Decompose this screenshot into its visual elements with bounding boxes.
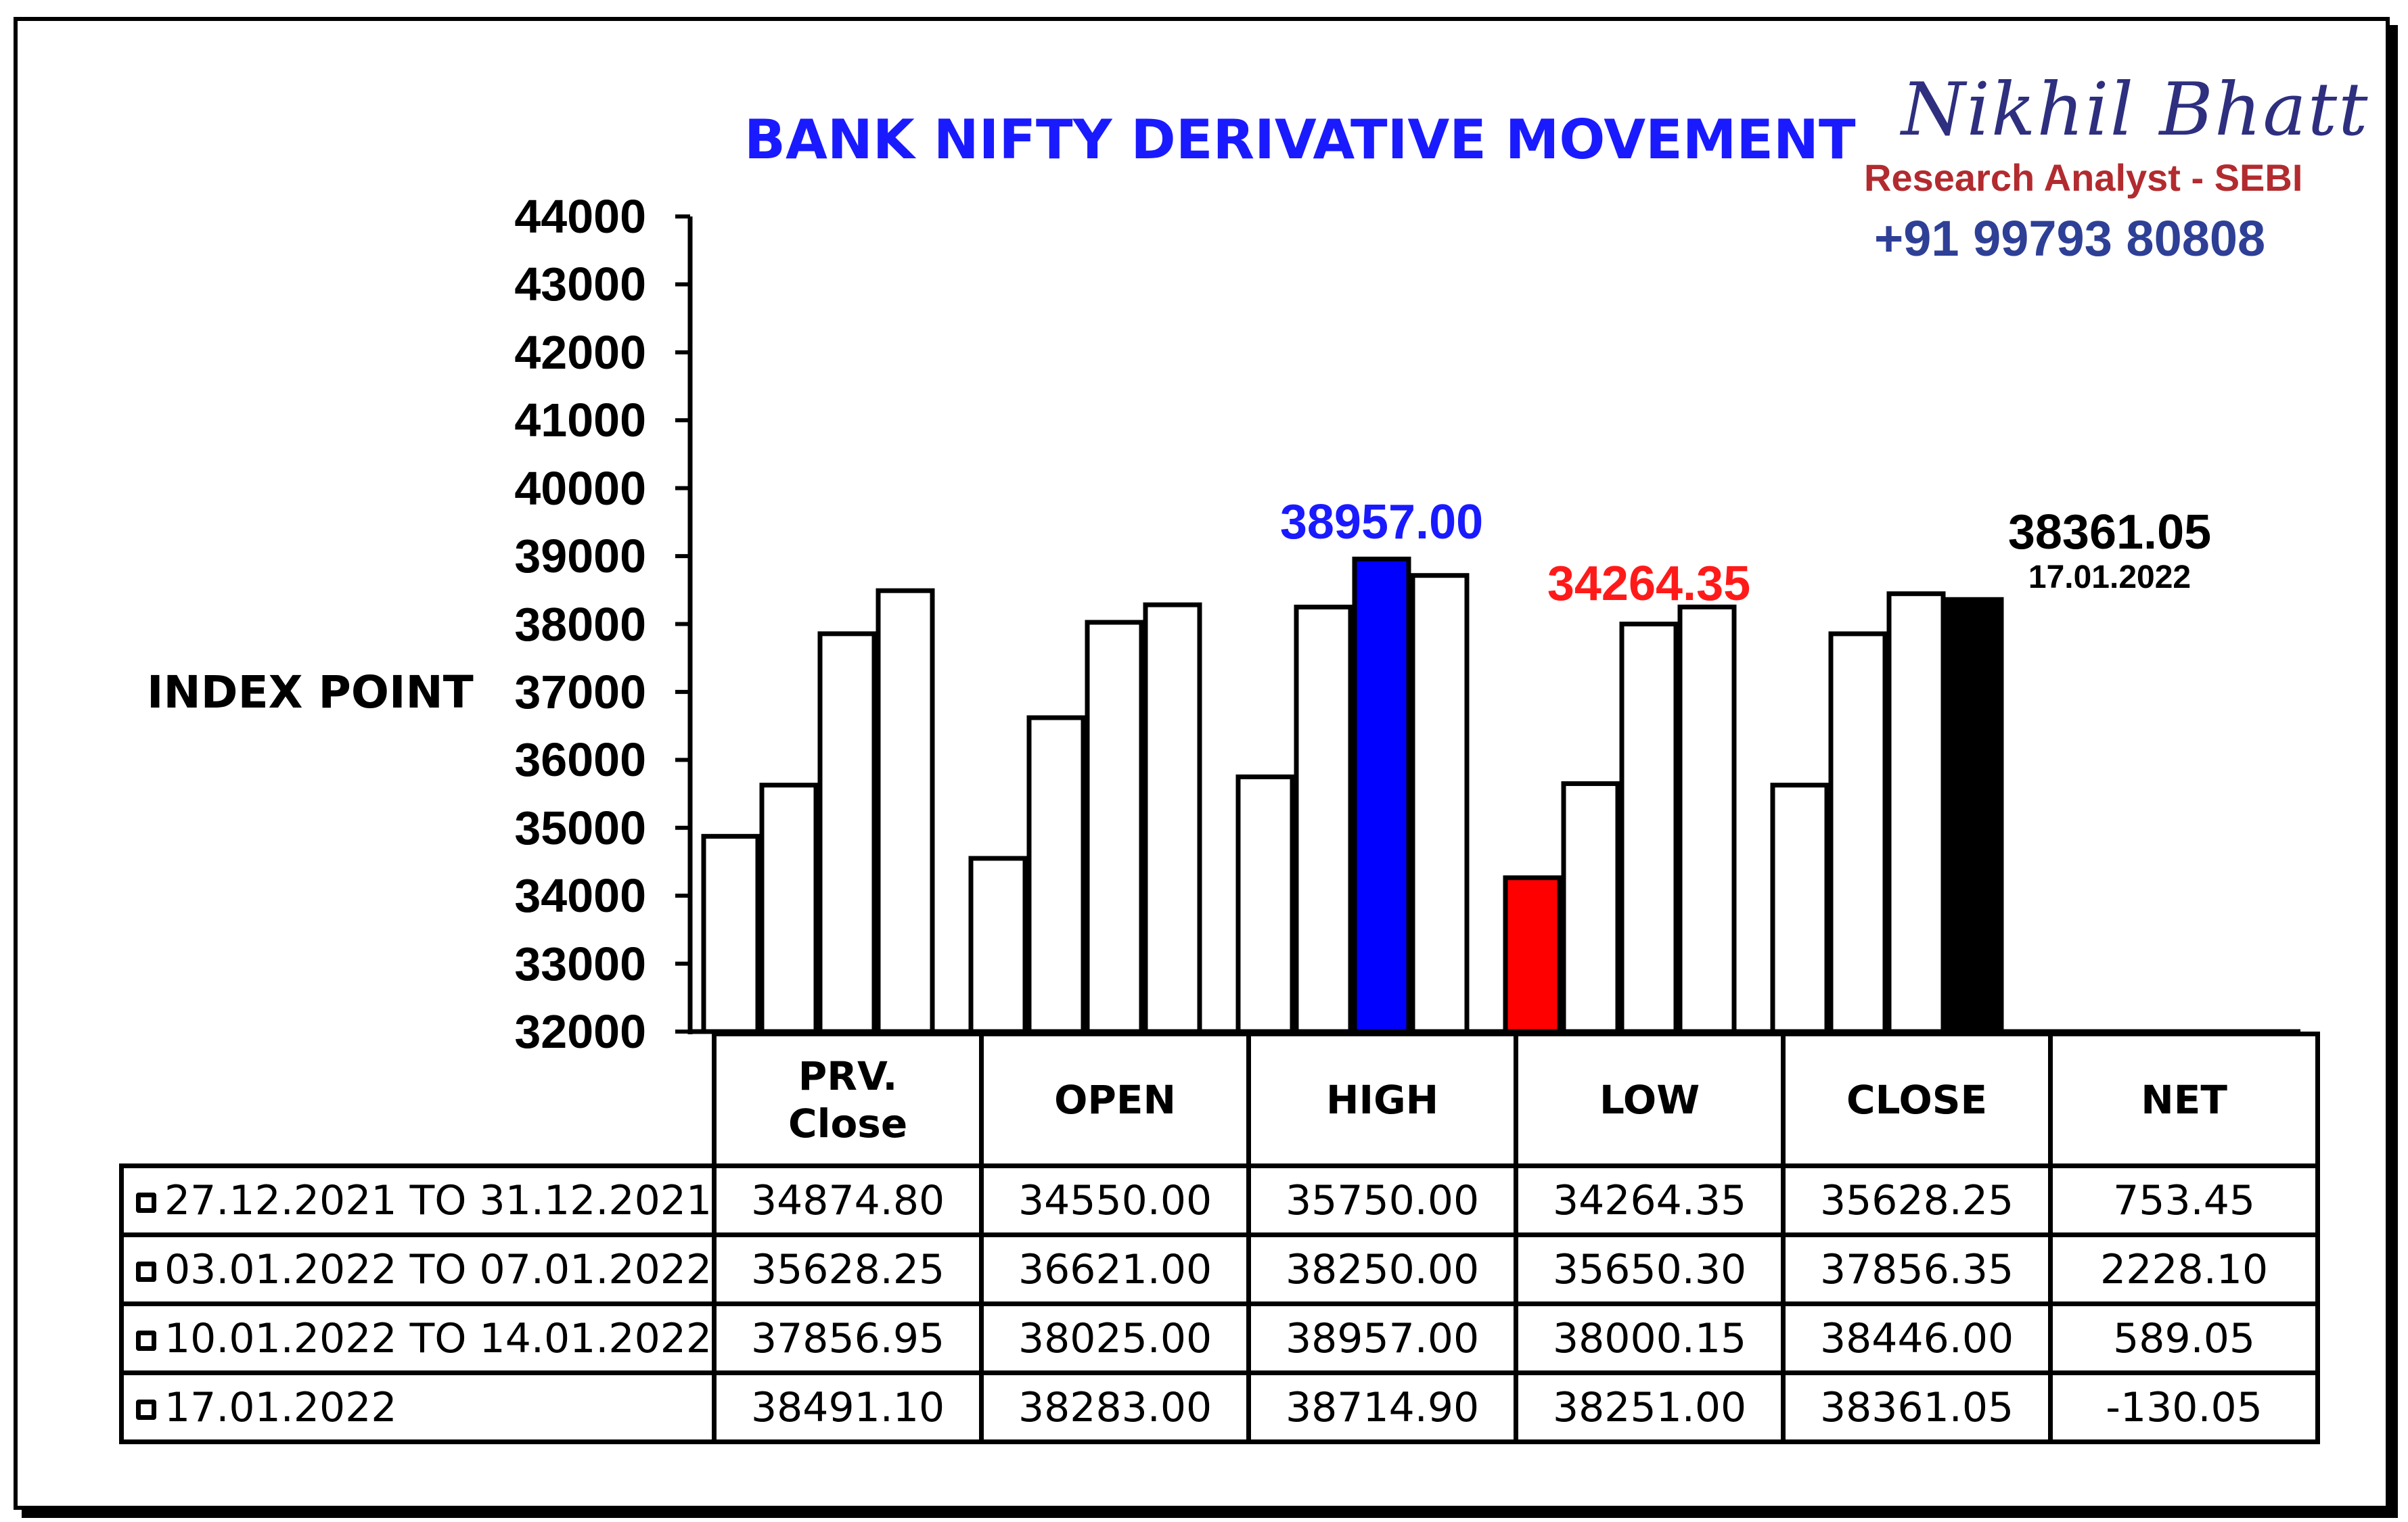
table-cell: -130.05 [2048,1370,2321,1444]
close-annotation: 38361.05 [2007,505,2212,560]
y-tick-label: 34000 [514,869,646,923]
bar [1143,602,1202,1034]
bar [1561,781,1620,1034]
table-cell: 38250.00 [1246,1232,1519,1306]
bar [759,783,819,1034]
high-annotation: 38957.00 [1279,495,1484,550]
y-tick-label: 33000 [514,937,646,990]
table-cell: 38361.05 [1781,1370,2053,1444]
table-row-label: 27.12.2021 TO 31.12.2021 [118,1163,717,1237]
legend-square-icon [136,1399,156,1420]
table-cell: 38283.00 [979,1370,1252,1444]
table-row-label: 03.01.2022 TO 07.01.2022 [118,1232,717,1306]
y-axis-label: INDEX POINT [147,666,474,718]
table-cell: 589.05 [2048,1301,2321,1375]
table-row: 27.12.2021 TO 31.12.2021 34874.80 34550.00… [118,1163,2321,1237]
brand-role: Research Analyst - SEBI [1864,156,2303,199]
legend-square-icon [136,1261,156,1282]
y-tick-label: 32000 [514,1005,646,1058]
table-cell: 753.45 [2048,1163,2321,1237]
bar [1410,573,1470,1034]
y-tick-label: 35000 [514,801,646,854]
bar [1828,631,1888,1034]
table-cell: 34874.80 [712,1163,984,1237]
bar [968,856,1028,1034]
table-cell: 38000.15 [1514,1301,1786,1375]
brand-phone: +91 99793 80808 [1874,210,2266,267]
table-row: 17.01.2022 38491.10 38283.00 38714.90 38251.… [118,1370,2321,1444]
table-cell: 38714.90 [1246,1370,1519,1444]
table-cell: 35750.00 [1246,1163,1519,1237]
y-tick-label: 38000 [514,597,646,651]
table-cell: 38251.00 [1514,1370,1786,1444]
table-cell: 35650.30 [1514,1232,1786,1306]
table-cell: 38446.00 [1781,1301,2053,1375]
bar [1677,604,1737,1034]
table-column-header: LOW [1514,1032,1786,1168]
bar [1352,556,1411,1034]
table-row: 03.01.2022 TO 07.01.2022 35628.25 36621.00… [118,1232,2321,1306]
table-column-header: NET [2048,1032,2321,1168]
table-row: 10.01.2022 TO 14.01.2022 37856.95 38025.00… [118,1301,2321,1375]
table-column-header: PRV. Close [712,1032,984,1168]
bar [876,588,935,1034]
bar [1886,591,1946,1034]
bar [1945,597,2004,1034]
legend-square-icon [136,1330,156,1351]
bar [1770,783,1830,1034]
chart-title: BANK NIFTY DERIVATIVE MOVEMENT [744,108,1856,171]
table-column-header: CLOSE [1781,1032,2053,1168]
table-cell: 34550.00 [979,1163,1252,1237]
bar [1503,875,1562,1034]
bar [817,631,877,1034]
table-row-label: 17.01.2022 [118,1370,717,1444]
bar [1235,774,1295,1034]
table-cell: 35628.25 [712,1232,984,1306]
y-tick-label: 40000 [514,461,646,515]
table-cell: 2228.10 [2048,1232,2321,1306]
y-tick-label: 42000 [514,325,646,379]
bar [701,833,760,1034]
y-tick-label: 41000 [514,394,646,447]
table-cell: 38025.00 [979,1301,1252,1375]
table-cell: 34264.35 [1514,1163,1786,1237]
data-table: PRV. Close OPEN HIGH LOW CLOSE NET 27.12.2021 T… [118,1032,2321,1444]
y-tick-label: 43000 [514,258,646,311]
table-cell: 38491.10 [712,1370,984,1444]
bar [1085,620,1144,1034]
legend-square-icon [136,1192,156,1213]
low-annotation: 34264.35 [1547,557,1751,612]
y-tick-label: 44000 [514,190,646,243]
y-tick-label: 39000 [514,530,646,583]
bar [1294,604,1353,1034]
y-tick-label: 36000 [514,733,646,787]
table-column-header: HIGH [1246,1032,1519,1168]
table-column-header: OPEN [979,1032,1252,1168]
close-annotation-date: 17.01.2022 [2028,559,2191,596]
bar [1619,621,1679,1034]
table-cell: 38957.00 [1246,1301,1519,1375]
table-cell: 37856.95 [712,1301,984,1375]
table-cell: 35628.25 [1781,1163,2053,1237]
table-cell: 36621.00 [979,1232,1252,1306]
table-cell: 37856.35 [1781,1232,2053,1306]
table-corner [122,1034,714,1166]
brand-name: Nikhil Bhatt [1901,68,2369,152]
bar [1026,715,1086,1034]
table-row-label: 10.01.2022 TO 14.01.2022 [118,1301,717,1375]
y-tick-label: 37000 [514,665,646,718]
